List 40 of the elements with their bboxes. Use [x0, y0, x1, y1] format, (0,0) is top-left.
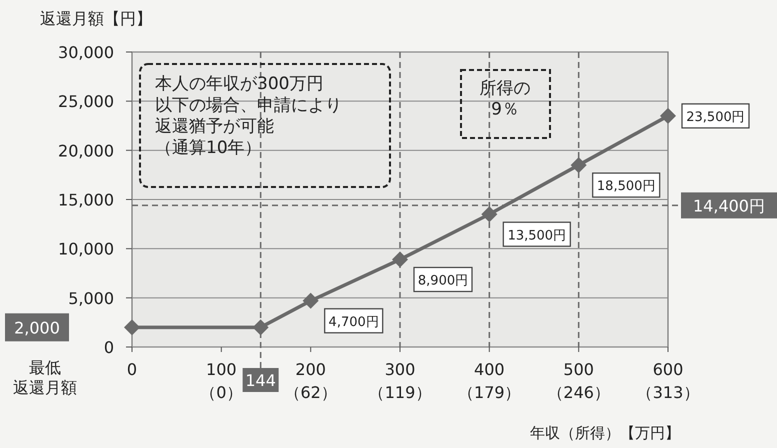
text: （0） [200, 383, 242, 402]
x-tick-label: 600 [652, 360, 684, 379]
x-tick-label: 300 [384, 360, 416, 379]
ref-line-label: 14,400円 [693, 196, 765, 216]
text: 2,000 [14, 318, 60, 338]
annotation: 所得の9％ [480, 78, 530, 120]
ref-line-label: 144 [245, 371, 276, 390]
x-tick-label: 400 [474, 360, 505, 379]
text: （119） [368, 383, 432, 402]
point [302, 292, 319, 309]
x-axis-title: 年収（所得）【万円】 [530, 424, 680, 442]
data-label: 13,500円 [508, 228, 566, 244]
point [570, 157, 587, 174]
y-tick-label: 10,000 [58, 240, 114, 259]
annotation: 本人の年収が300万円以下の場合、申請により返還猶予が可能（通算10年） [155, 74, 342, 158]
point [481, 206, 498, 222]
x-tick-label: 100 [206, 360, 237, 379]
data-label: 23,500円 [686, 110, 745, 125]
text: （62） [284, 383, 337, 402]
y-tick-label: 30,000 [58, 43, 114, 62]
y-tick-label: 5,000 [68, 288, 114, 308]
point [252, 319, 269, 336]
data-label: 4,700円 [328, 314, 379, 330]
text: 最低返還月額 [13, 358, 77, 397]
data-label: 18,500円 [596, 179, 656, 194]
y-tick-label: 15,000 [58, 190, 114, 210]
y-axis-title: 返還月額【円】 [40, 9, 152, 28]
x-tick-label: 500 [563, 360, 594, 379]
point [124, 319, 140, 336]
text: （246） [547, 383, 610, 402]
x-tick-label: 200 [295, 360, 326, 379]
data-label: 8,900円 [418, 273, 468, 288]
y-tick-label: 20,000 [58, 141, 114, 160]
y-tick-label: 0 [104, 338, 114, 357]
text: （179） [458, 383, 521, 402]
x-tick-label: 0 [126, 360, 138, 379]
point [392, 251, 408, 268]
y-tick-label: 25,000 [58, 92, 114, 112]
text: （313） [636, 383, 700, 402]
point [660, 108, 676, 124]
